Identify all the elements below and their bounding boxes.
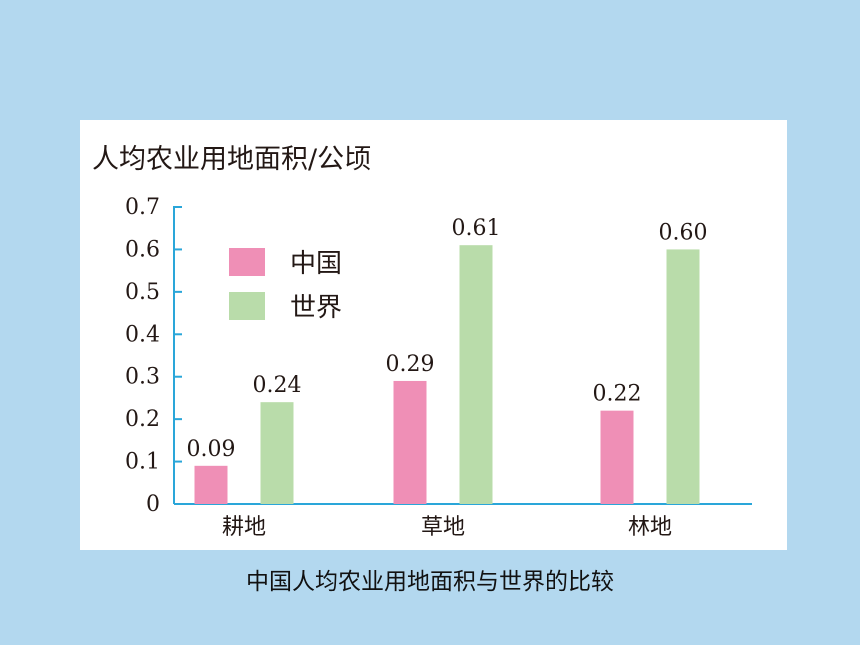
y-tick-label: 0.3 (125, 365, 160, 390)
data-label: 0.29 (386, 352, 435, 377)
bar-1-1 (459, 245, 493, 504)
x-category-label: 草地 (421, 515, 465, 540)
bar-0-1 (393, 380, 427, 504)
bar-chart: 人均农业用地面积/公顷 00.10.20.30.40.50.60.7 0.090… (92, 144, 752, 540)
bar-1-2 (666, 249, 700, 504)
data-label: 0.09 (187, 437, 236, 462)
x-category-label: 林地 (628, 515, 672, 540)
data-labels: 0.09 0.29 0.22 0.24 0.61 0.60 (187, 216, 708, 462)
bar-0-2 (600, 410, 634, 504)
y-axis-ticks: 0 0.1 0.2 0.3 0.4 0.5 0.6 0.7 (125, 195, 182, 517)
legend-swatch-0 (229, 248, 265, 276)
y-tick-label: 0.5 (125, 280, 160, 305)
data-label: 0.61 (452, 216, 501, 241)
data-label: 0.24 (253, 373, 302, 398)
x-category-label: 耕地 (222, 515, 266, 540)
data-label: 0.22 (593, 382, 642, 407)
chart-panel: 人均农业用地面积/公顷 0 0.1 0.2 0.3 0.4 0.5 0.6 0.7 0.09 0… (80, 120, 787, 550)
figure-caption: 中国人均农业用地面积与世界的比较 (246, 569, 614, 595)
y-tick-label: 0.4 (125, 322, 160, 347)
y-tick-label: 0.7 (125, 195, 160, 220)
bar-0-0 (194, 465, 228, 504)
y-tick-label: 0.1 (125, 450, 160, 475)
y-tick-label: 0 (146, 492, 160, 517)
y-tick-label: 0.6 (125, 237, 160, 262)
chart-title: 人均农业用地面积/公顷 (92, 144, 371, 175)
bar-1-0 (260, 402, 294, 504)
bars (194, 245, 700, 504)
data-label: 0.60 (659, 220, 708, 245)
category-labels: 耕地 草地 林地 (222, 515, 672, 540)
legend-label: 世界 (290, 293, 342, 323)
y-tick-label: 0.2 (125, 407, 160, 432)
legend-swatch-1 (229, 292, 265, 320)
legend-label: 中国 (290, 249, 342, 279)
